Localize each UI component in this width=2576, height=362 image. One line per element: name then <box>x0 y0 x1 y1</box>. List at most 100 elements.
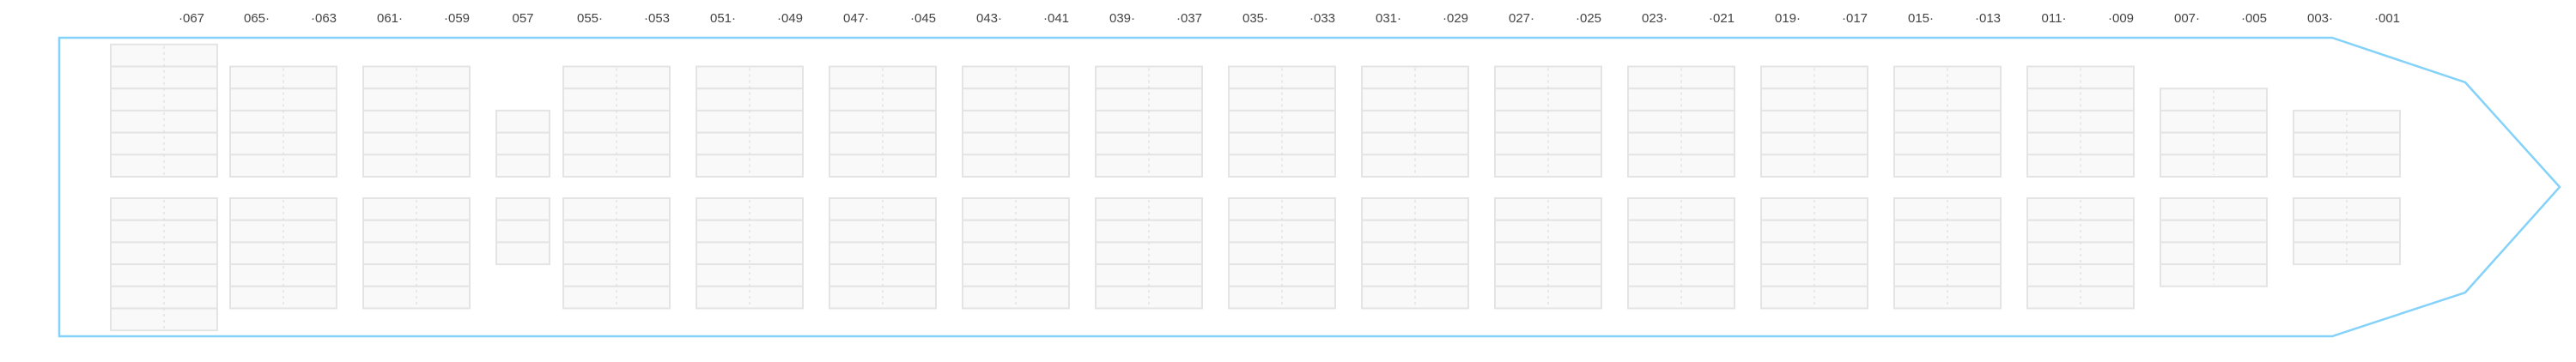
bay <box>1361 65 1469 310</box>
tier-slot[interactable] <box>229 197 337 221</box>
bay-label: ·021 <box>1709 11 1735 26</box>
bay <box>696 65 804 310</box>
hold-section <box>829 197 937 310</box>
hold-section <box>962 197 1070 310</box>
ship-hull-outline <box>58 36 2561 338</box>
hold-section <box>562 197 671 310</box>
bay-label: 015· <box>1908 11 1934 26</box>
tier-slot[interactable] <box>495 131 550 156</box>
bay-label: ·053 <box>644 11 670 26</box>
bay-label: 031· <box>1376 11 1401 26</box>
bay-label: 007· <box>2174 11 2200 26</box>
bay-label: 003· <box>2307 11 2333 26</box>
tier-slot[interactable] <box>2026 241 2135 266</box>
tier-slot[interactable] <box>495 241 550 266</box>
bay <box>1228 65 1336 310</box>
deck-section <box>2026 65 2135 178</box>
bay-label: ·029 <box>1443 11 1468 26</box>
hold-section <box>1494 197 1602 310</box>
bay-label: ·045 <box>910 11 936 26</box>
tier-slot[interactable] <box>495 197 550 221</box>
bay <box>495 109 550 266</box>
bay-label: 019· <box>1775 11 1801 26</box>
bay <box>110 43 218 332</box>
bay-label: 055· <box>577 11 603 26</box>
deck-section <box>696 65 804 178</box>
hold-section <box>229 197 337 310</box>
bay-label: 065· <box>244 11 270 26</box>
hold-section <box>1361 197 1469 310</box>
bay <box>1893 65 2002 310</box>
bay <box>1494 65 1602 310</box>
bay-label: 043· <box>976 11 1002 26</box>
deck-section <box>229 65 337 178</box>
bay-label: 039· <box>1109 11 1135 26</box>
hold-section <box>1760 197 1868 310</box>
bay-label: 051· <box>710 11 736 26</box>
bay-label: ·033 <box>1309 11 1335 26</box>
hold-section <box>696 197 804 310</box>
deck-section <box>362 65 471 178</box>
bay-label: ·013 <box>1975 11 2001 26</box>
deck-section <box>1627 65 1735 178</box>
hold-section <box>362 197 471 310</box>
hold-section <box>1095 197 1203 310</box>
bay <box>2293 109 2401 266</box>
bay-label: 057 <box>512 11 533 26</box>
hold-section <box>2026 197 2135 310</box>
deck-section <box>962 65 1070 178</box>
tier-slot[interactable] <box>696 87 804 112</box>
bay-labels: ·067 065· ·063 061· ·059 057 055· ·053 051· ·049 0… <box>179 11 2400 26</box>
tier-slot[interactable] <box>495 154 550 178</box>
deck-section <box>2293 109 2401 178</box>
bay-label: ·009 <box>2108 11 2134 26</box>
bay-label: 023· <box>1642 11 1668 26</box>
bay-label: 027· <box>1509 11 1534 26</box>
deck-section <box>1494 65 1602 178</box>
bay-label: ·025 <box>1576 11 1601 26</box>
deck-section <box>2160 87 2268 178</box>
bay-label: ·037 <box>1176 11 1202 26</box>
hold-section <box>2160 197 2268 287</box>
tier-slot[interactable] <box>495 219 550 244</box>
bay-label: ·005 <box>2241 11 2267 26</box>
deck-section <box>1361 65 1469 178</box>
bays <box>110 43 2401 332</box>
deck-section <box>1095 65 1203 178</box>
bay-label: 035· <box>1242 11 1268 26</box>
hold-section <box>495 197 550 266</box>
tier-slot[interactable] <box>1893 131 2002 156</box>
bay-label: ·041 <box>1043 11 1069 26</box>
bay-label: 047· <box>843 11 869 26</box>
tier-slot[interactable] <box>829 87 937 112</box>
hold-section <box>1228 197 1336 310</box>
bay-label: ·067 <box>179 11 204 26</box>
bay-label: ·049 <box>777 11 803 26</box>
hold-section <box>1893 197 2002 310</box>
hold-section <box>1627 197 1735 310</box>
deck-section <box>829 65 937 178</box>
bay <box>962 65 1070 310</box>
tier-slot[interactable] <box>495 109 550 134</box>
deck-section <box>495 109 550 178</box>
deck-section <box>110 43 218 178</box>
bay <box>562 65 671 310</box>
deck-section <box>1228 65 1336 178</box>
bay-label: ·059 <box>444 11 470 26</box>
tier-slot[interactable] <box>1893 197 2002 221</box>
bay <box>2160 87 2268 287</box>
bay <box>1760 65 1868 310</box>
bay <box>829 65 937 310</box>
deck-section <box>1893 65 2002 178</box>
bay-label: 061· <box>377 11 403 26</box>
deck-section <box>1760 65 1868 178</box>
bay <box>362 65 471 310</box>
bay <box>229 65 337 310</box>
hold-section <box>110 197 218 332</box>
deck-section <box>562 65 671 178</box>
bay <box>1095 65 1203 310</box>
hold-section <box>2293 197 2401 266</box>
bay-label: 011· <box>2042 11 2067 26</box>
bay-label: ·001 <box>2374 11 2400 26</box>
